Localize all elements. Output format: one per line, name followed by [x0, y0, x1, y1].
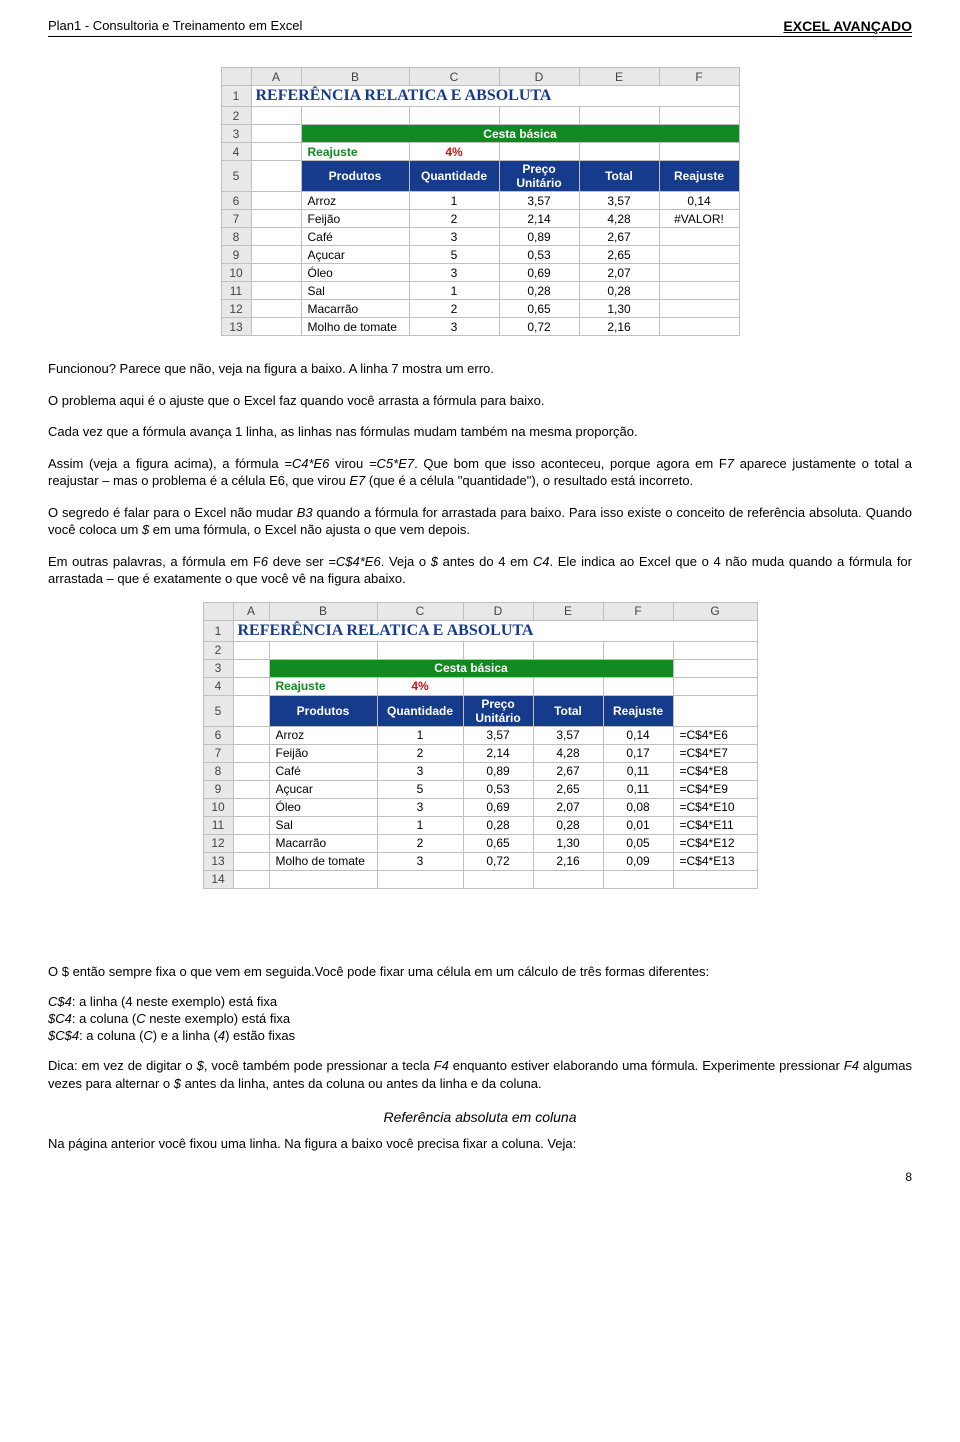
colhdr: A: [233, 602, 269, 620]
header-right: EXCEL AVANÇADO: [783, 18, 912, 34]
subheading: Referência absoluta em coluna: [48, 1109, 912, 1125]
table-row: 6Arroz13,573,570,14: [221, 192, 739, 210]
para-8: Dica: em vez de digitar o $, você também…: [48, 1057, 912, 1092]
page-number: 8: [48, 1170, 912, 1184]
para-2: O problema aqui é o ajuste que o Excel f…: [48, 392, 912, 410]
table-row: 6Arroz13,573,570,14=C$4*E6: [203, 726, 757, 744]
para-1: Funcionou? Parece que não, veja na figur…: [48, 360, 912, 378]
table-row: 9Açucar50,532,650,11=C$4*E9: [203, 780, 757, 798]
reajuste-label: Reajuste: [269, 677, 377, 695]
table-row: 11Sal10,280,280,01=C$4*E11: [203, 816, 757, 834]
cesta-header: Cesta básica: [301, 125, 739, 143]
table-row: 8Café30,892,670,11=C$4*E8: [203, 762, 757, 780]
colhdr: F: [659, 68, 739, 86]
reajuste-pct: 4%: [409, 143, 499, 161]
sheet1: A B C D E F 1REFERÊNCIA RELATICA E ABSOL…: [221, 67, 740, 336]
list-item: $C$4: a coluna (C) e a linha (4) estão f…: [48, 1028, 912, 1043]
colhdr: F: [603, 602, 673, 620]
para-6: Em outras palavras, a fórmula em F6 deve…: [48, 553, 912, 588]
table-row: 12Macarrão20,651,30: [221, 300, 739, 318]
para-3: Cada vez que a fórmula avança 1 linha, a…: [48, 423, 912, 441]
table-row: 7Feijão22,144,28#VALOR!: [221, 210, 739, 228]
para-5: O segredo é falar para o Excel não mudar…: [48, 504, 912, 539]
colhdr: B: [269, 602, 377, 620]
sheet2-wrap: A B C D E F G 1REFERÊNCIA RELATICA E ABS…: [48, 602, 912, 889]
sheet2: A B C D E F G 1REFERÊNCIA RELATICA E ABS…: [203, 602, 758, 889]
corner-cell: [221, 68, 251, 86]
rowhdr: 5: [221, 161, 251, 192]
rowhdr: 1: [221, 86, 251, 107]
sheet1-wrap: A B C D E F 1REFERÊNCIA RELATICA E ABSOL…: [48, 67, 912, 336]
colhdr: C: [377, 602, 463, 620]
colhdr: D: [499, 68, 579, 86]
table-row: 7Feijão22,144,280,17=C$4*E7: [203, 744, 757, 762]
table-row: 13Molho de tomate30,722,16: [221, 318, 739, 336]
hdr-total: Total: [579, 161, 659, 192]
header-left: Plan1 - Consultoria e Treinamento em Exc…: [48, 18, 302, 34]
colhdr: C: [409, 68, 499, 86]
list-item: $C4: a coluna (C neste exemplo) está fix…: [48, 1011, 912, 1026]
sheet-title: REFERÊNCIA RELATICA E ABSOLUTA: [233, 620, 757, 641]
hdr-qtd: Quantidade: [409, 161, 499, 192]
hdr-reaj: Reajuste: [659, 161, 739, 192]
colhdr: B: [301, 68, 409, 86]
colhdr: G: [673, 602, 757, 620]
rowhdr: 2: [221, 107, 251, 125]
corner-cell: [203, 602, 233, 620]
para-7: O $ então sempre fixa o que vem em segui…: [48, 963, 912, 981]
hdr-produtos: Produtos: [301, 161, 409, 192]
table-row: 10Óleo30,692,070,08=C$4*E10: [203, 798, 757, 816]
table-row: 9Açucar50,532,65: [221, 246, 739, 264]
para-4: Assim (veja a figura acima), a fórmula =…: [48, 455, 912, 490]
list-item: C$4: a linha (4 neste exemplo) está fixa: [48, 994, 912, 1009]
page-header: Plan1 - Consultoria e Treinamento em Exc…: [48, 18, 912, 37]
colhdr: D: [463, 602, 533, 620]
para-9: Na página anterior você fixou uma linha.…: [48, 1135, 912, 1153]
colhdr: E: [579, 68, 659, 86]
colhdr: A: [251, 68, 301, 86]
table-row: 10Óleo30,692,07: [221, 264, 739, 282]
rowhdr: 4: [221, 143, 251, 161]
reajuste-label: Reajuste: [301, 143, 409, 161]
cesta-header: Cesta básica: [269, 659, 673, 677]
table-row: 11Sal10,280,28: [221, 282, 739, 300]
table-row: 13Molho de tomate30,722,160,09=C$4*E13: [203, 852, 757, 870]
reajuste-pct: 4%: [377, 677, 463, 695]
hdr-preco: Preço Unitário: [499, 161, 579, 192]
table-row: 8Café30,892,67: [221, 228, 739, 246]
sheet-title: REFERÊNCIA RELATICA E ABSOLUTA: [251, 86, 739, 107]
rowhdr: 3: [221, 125, 251, 143]
colhdr: E: [533, 602, 603, 620]
table-row: 12Macarrão20,651,300,05=C$4*E12: [203, 834, 757, 852]
